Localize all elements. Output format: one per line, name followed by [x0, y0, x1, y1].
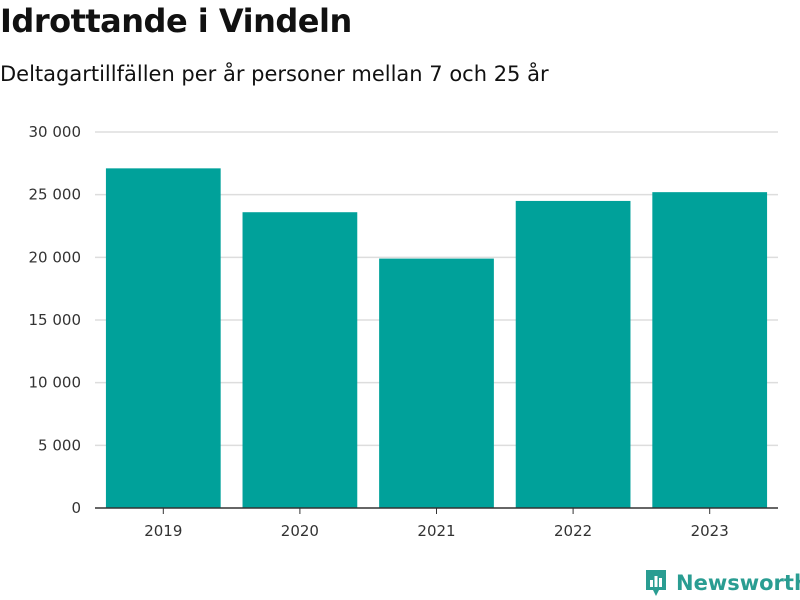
bar-chart: 0 5 000 10 000 15 000 20 000 25 000 30 000 2019… [29, 123, 778, 540]
x-tick-label: 2020 [281, 522, 319, 540]
bar-2019 [105, 168, 221, 508]
brand-logo: Newsworthy [644, 568, 800, 598]
y-tick-label: 20 000 [29, 248, 82, 266]
bar-chart-speech-bubble-icon [646, 570, 666, 596]
x-tick-label: 2023 [691, 522, 729, 540]
x-tick-label: 2021 [417, 522, 455, 540]
y-tick-label: 15 000 [29, 311, 82, 329]
x-tick-label: 2019 [144, 522, 182, 540]
y-tick-label: 30 000 [29, 123, 82, 141]
bar-2021 [379, 258, 494, 508]
y-tick-label: 10 000 [29, 374, 82, 392]
chart-title: Idrottande i Vindeln [0, 2, 352, 40]
bar-2020 [242, 212, 358, 509]
bar-2022 [515, 200, 631, 508]
y-tick-label: 5 000 [38, 436, 81, 454]
chart-subtitle: Deltagartillfällen per år personer mella… [0, 62, 549, 86]
y-tick-label: 25 000 [29, 186, 82, 204]
y-tick-label: 0 [71, 499, 81, 517]
bar-2023 [652, 192, 768, 508]
x-tick-label: 2022 [554, 522, 592, 540]
brand-name: Newsworthy [676, 571, 800, 595]
